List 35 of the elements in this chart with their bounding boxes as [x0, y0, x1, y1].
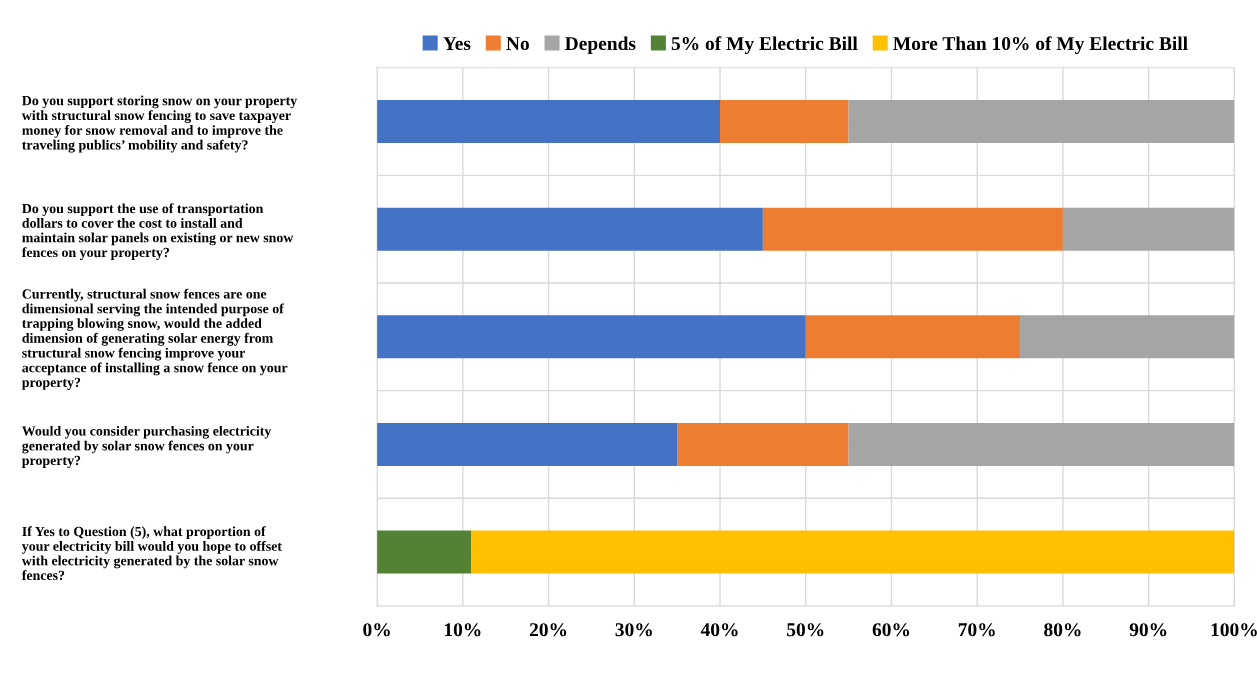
bar — [471, 530, 1235, 574]
bar — [377, 422, 678, 466]
bar — [377, 207, 763, 251]
x-tick-label: 60% — [872, 623, 910, 637]
x-tick-label: 70% — [958, 623, 995, 637]
bar — [720, 99, 849, 144]
x-tick-label: 90% — [1129, 623, 1167, 637]
legend-label: Depends — [565, 36, 636, 55]
bar — [805, 315, 1021, 359]
bar — [377, 530, 472, 574]
legend-label: No — [506, 37, 529, 51]
bar — [1020, 315, 1235, 359]
x-tick-label: 20% — [529, 623, 567, 637]
y-tick-label: Would you consider purchasing electricity generated by solar snow fences on your property? — [21, 425, 272, 468]
y-tick-label: If Yes to Question (5), what proportion of your electricity bill would you hope to offset with electricity generated by the solar snow fences? — [21, 526, 282, 581]
x-tick-label: 100% — [1211, 623, 1257, 637]
x-tick-label: 40% — [700, 623, 738, 637]
x-tick-label: 0% — [363, 623, 390, 637]
legend-label: Yes — [443, 37, 471, 51]
y-tick-label: Do you support storing snow on your property with structural snow fencing to save taxpayer money for snow removal and to improve the traveling publics’ mobility and safety? — [21, 95, 298, 153]
bar — [377, 99, 721, 144]
legend-label: More Than 10% of My Electric Bill — [893, 36, 1188, 55]
bar — [677, 422, 849, 466]
y-tick-label: Currently, structural snow fences are one dimensional serving the intended purpose of trapping blowing snow, would the added dimension of generating solar energy from structural snow fencing improve your acceptance of installing a snow fence on your property? — [21, 288, 288, 390]
y-tick-label: Do you support the use of transportation dollars to cover the cost to install and maintain solar panels on existing or new snow fences on your property? — [21, 203, 294, 260]
bar — [848, 99, 1235, 144]
x-tick-label: 80% — [1044, 623, 1081, 637]
bar — [848, 422, 1235, 466]
bar — [1062, 207, 1235, 251]
legend-label: 5% of My Electric Bill — [671, 36, 858, 55]
x-tick-label: 50% — [787, 623, 824, 637]
x-tick-label: 30% — [615, 623, 652, 637]
bar — [377, 315, 806, 359]
bar — [762, 207, 1063, 251]
x-tick-label: 10% — [444, 623, 481, 637]
